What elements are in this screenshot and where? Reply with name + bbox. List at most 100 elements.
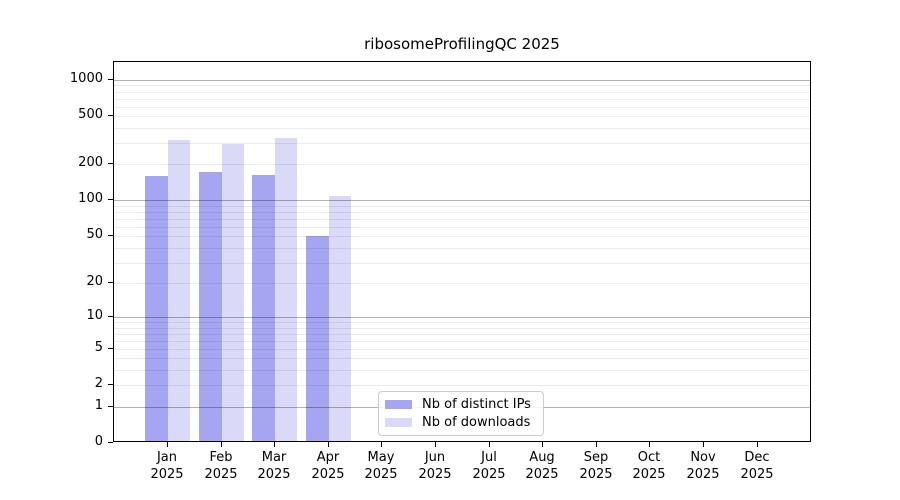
bar-distinct-ips-mar xyxy=(252,175,275,441)
plot-area xyxy=(113,61,811,442)
x-tick-month: Apr xyxy=(316,450,340,465)
bar-distinct-ips-jan xyxy=(145,176,168,441)
x-tick-label-apr: Apr 2025 xyxy=(298,449,358,483)
x-tick-month: Sep xyxy=(583,450,609,465)
gridline-minor xyxy=(114,206,810,207)
legend: Nb of distinct IPs Nb of downloads xyxy=(378,391,544,436)
bar-distinct-ips-feb xyxy=(199,172,222,441)
gridline-minor xyxy=(114,236,810,237)
y-tick-mark xyxy=(108,442,113,443)
legend-swatch-downloads-icon xyxy=(385,418,412,427)
gridline-minor xyxy=(114,116,810,117)
bar-downloads-jan xyxy=(168,140,190,441)
x-tick-month: Jan xyxy=(156,450,178,465)
x-tick-label-mar: Mar 2025 xyxy=(244,449,304,483)
y-tick-label-5: 5 xyxy=(94,340,103,355)
x-tick-month: May xyxy=(367,450,395,465)
x-tick-year: 2025 xyxy=(150,467,184,482)
gridline-minor xyxy=(114,128,810,129)
x-tick-month: Oct xyxy=(637,450,661,465)
x-tick-year: 2025 xyxy=(686,467,720,482)
bar-downloads-feb xyxy=(222,144,244,441)
x-tick-year: 2025 xyxy=(364,467,398,482)
y-tick-label-100: 100 xyxy=(78,191,103,206)
gridline-minor xyxy=(114,334,810,335)
gridline-minor xyxy=(114,212,810,213)
x-tick-label-may: May 2025 xyxy=(351,449,411,483)
x-tick-year: 2025 xyxy=(579,467,613,482)
x-tick-month: Aug xyxy=(529,450,555,465)
bar-downloads-apr xyxy=(329,196,351,441)
y-tick-mark xyxy=(108,406,113,407)
x-tick-label-oct: Oct 2025 xyxy=(619,449,679,483)
legend-item-downloads: Nb of downloads xyxy=(385,414,537,430)
x-tick-year: 2025 xyxy=(740,467,774,482)
x-tick-label-nov: Nov 2025 xyxy=(673,449,733,483)
gridline-minor xyxy=(114,385,810,386)
x-tick-month: Dec xyxy=(744,450,770,465)
x-tick-month: Jul xyxy=(481,450,497,465)
legend-swatch-distinct-ips-icon xyxy=(385,400,412,409)
y-tick-mark xyxy=(108,235,113,236)
x-tick-year: 2025 xyxy=(418,467,452,482)
x-tick-year: 2025 xyxy=(257,467,291,482)
gridline-minor xyxy=(114,143,810,144)
gridline-minor xyxy=(114,164,810,165)
x-tick-label-jun: Jun 2025 xyxy=(405,449,465,483)
x-tick-month: Mar xyxy=(261,450,287,465)
y-tick-mark xyxy=(108,282,113,283)
gridline-minor xyxy=(114,92,810,93)
bar-distinct-ips-apr xyxy=(306,236,329,441)
x-tick-mark xyxy=(649,442,650,447)
y-tick-label-500: 500 xyxy=(78,107,103,122)
legend-label-downloads: Nb of downloads xyxy=(422,414,531,430)
y-tick-label-2: 2 xyxy=(94,376,103,391)
x-tick-mark xyxy=(381,442,382,447)
x-tick-label-feb: Feb 2025 xyxy=(191,449,251,483)
y-tick-label-20: 20 xyxy=(86,274,103,289)
y-tick-label-0: 0 xyxy=(94,434,103,449)
gridline-minor xyxy=(114,322,810,323)
x-tick-mark xyxy=(274,442,275,447)
gridline-major xyxy=(114,317,810,318)
x-tick-label-aug: Aug 2025 xyxy=(512,449,572,483)
chart-title: ribosomeProfilingQC 2025 xyxy=(364,35,560,53)
x-tick-label-jan: Jan 2025 xyxy=(137,449,197,483)
x-tick-mark xyxy=(328,442,329,447)
y-tick-mark xyxy=(108,163,113,164)
y-tick-mark xyxy=(108,348,113,349)
gridline-minor xyxy=(114,227,810,228)
gridline-minor xyxy=(114,283,810,284)
x-tick-mark xyxy=(757,442,758,447)
gridline-minor xyxy=(114,341,810,342)
x-tick-label-dec: Dec 2025 xyxy=(727,449,787,483)
x-tick-label-sep: Sep 2025 xyxy=(566,449,626,483)
gridline-minor xyxy=(114,263,810,264)
gridline-major xyxy=(114,80,810,81)
gridline-major xyxy=(114,200,810,201)
y-tick-label-50: 50 xyxy=(86,227,103,242)
legend-label-distinct-ips: Nb of distinct IPs xyxy=(422,396,531,412)
x-tick-year: 2025 xyxy=(204,467,238,482)
y-tick-label-200: 200 xyxy=(78,155,103,170)
bars-layer xyxy=(114,62,810,441)
x-tick-mark xyxy=(489,442,490,447)
x-tick-mark xyxy=(167,442,168,447)
y-tick-label-1000: 1000 xyxy=(69,71,103,86)
x-tick-year: 2025 xyxy=(472,467,506,482)
bar-downloads-mar xyxy=(275,138,297,441)
y-tick-mark xyxy=(108,316,113,317)
gridline-minor xyxy=(114,328,810,329)
x-tick-year: 2025 xyxy=(525,467,559,482)
x-tick-year: 2025 xyxy=(311,467,345,482)
gridline-minor xyxy=(114,85,810,86)
y-tick-mark xyxy=(108,199,113,200)
y-tick-mark xyxy=(108,115,113,116)
gridline-minor xyxy=(114,370,810,371)
gridline-minor xyxy=(114,358,810,359)
x-tick-year: 2025 xyxy=(632,467,666,482)
legend-item-distinct-ips: Nb of distinct IPs xyxy=(385,396,537,412)
y-tick-mark xyxy=(108,79,113,80)
x-tick-month: Nov xyxy=(690,450,716,465)
